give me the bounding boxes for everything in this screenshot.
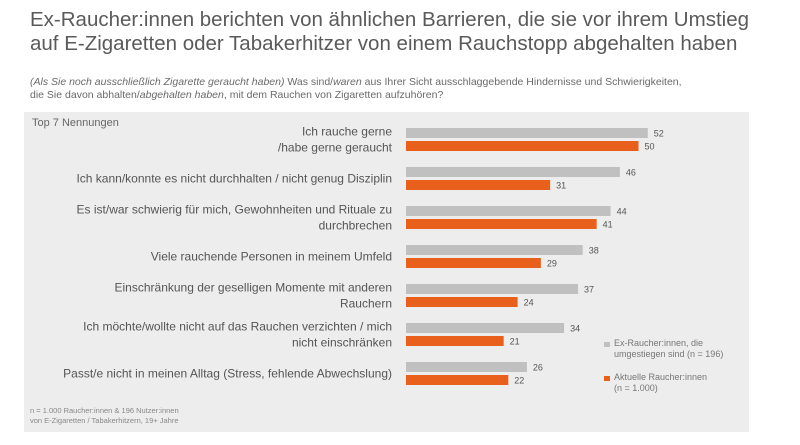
category-label-4-line1: Viele rauchende Personen in meinem Umfel… — [151, 250, 392, 264]
bar-ex-smokers-6 — [406, 323, 565, 333]
legend-series1-line2: umgestiegen sind (n = 196) — [614, 349, 724, 359]
footnote: n = 1.000 Raucher:innen & 196 Nutzer:inn… — [30, 406, 179, 426]
survey-question: (Als Sie noch ausschließlich Zigarette g… — [30, 76, 780, 102]
bar-ex-smokers-4 — [406, 245, 583, 255]
category-label-5-line1: Einschränkung der geselligen Momente mit… — [115, 281, 393, 295]
data-label-current-smokers-6: 21 — [510, 337, 520, 347]
data-label-ex-smokers-4: 38 — [589, 246, 599, 256]
data-label-current-smokers-4: 29 — [547, 259, 557, 269]
bar-ex-smokers-2 — [406, 167, 620, 177]
footnote-line1: n = 1.000 Raucher:innen & 196 Nutzer:inn… — [30, 406, 179, 415]
category-label-2-line1: Ich kann/konnte es nicht durchhalten / n… — [76, 172, 392, 186]
category-label-7-line1: Passt/e nicht in meinen Alltag (Stress, … — [63, 367, 392, 381]
question-part5: die Sie davon abhalten/ — [30, 89, 140, 101]
question-part1: (Als Sie noch ausschließlich Zigarette g… — [30, 76, 285, 88]
category-label-6-line2: nicht einschränken — [292, 336, 392, 350]
category-label-1-line2: /habe gerne geraucht — [278, 141, 393, 155]
question-part2: Was sind/ — [284, 76, 334, 88]
panel-label: Top 7 Nennungen — [32, 117, 119, 129]
question-part4: aus Ihrer Sicht ausschlaggebende Hindern… — [361, 76, 682, 88]
bar-current-smokers-4 — [406, 258, 541, 268]
chart-title-line1: Ex-Raucher:innen berichten von ähnlichen… — [30, 8, 749, 31]
data-label-ex-smokers-1: 52 — [654, 129, 664, 139]
question-part6: abgehalten haben — [139, 89, 224, 101]
legend-series2-line2: (n = 1.000) — [614, 383, 658, 393]
legend-label-series1: Ex-Raucher:innen, die umgestiegen sind (… — [614, 338, 723, 360]
category-label-5-line2: Rauchern — [340, 297, 392, 311]
category-label-3-line2: durchbrechen — [319, 219, 392, 233]
chart-title-line2: auf E-Zigaretten oder Tabakerhitzer von … — [30, 32, 738, 55]
bar-current-smokers-3 — [406, 219, 597, 229]
chart-panel — [24, 112, 749, 432]
category-label-6-line1: Ich möchte/wollte nicht auf das Rauchen … — [83, 320, 392, 334]
data-label-ex-smokers-2: 46 — [626, 168, 636, 178]
question-part3: waren — [333, 76, 362, 88]
data-label-current-smokers-5: 24 — [524, 298, 534, 308]
category-label-3-line1: Es ist/war schwierig für mich, Gewohnhei… — [77, 203, 392, 217]
legend-label-series2: Aktuelle Raucher:innen (n = 1.000) — [614, 372, 707, 394]
data-label-ex-smokers-5: 37 — [584, 285, 594, 295]
data-label-current-smokers-1: 50 — [645, 142, 655, 152]
data-label-current-smokers-3: 41 — [603, 220, 613, 230]
legend-swatch-series1 — [604, 342, 610, 347]
legend-series2-line1: Aktuelle Raucher:innen — [614, 372, 708, 382]
question-part7: , mit dem Rauchen von Zigaretten aufzuhö… — [223, 89, 444, 101]
bar-ex-smokers-1 — [406, 128, 648, 138]
bar-current-smokers-1 — [406, 141, 639, 151]
chart-title: Ex-Raucher:innen berichten von ähnlichen… — [30, 8, 770, 56]
legend-series1-line1: Ex-Raucher:innen, die — [614, 338, 704, 348]
bar-current-smokers-7 — [406, 375, 509, 385]
bar-current-smokers-2 — [406, 180, 551, 190]
data-label-current-smokers-2: 31 — [556, 181, 566, 191]
data-label-current-smokers-7: 22 — [514, 376, 524, 386]
bar-current-smokers-5 — [406, 297, 518, 307]
legend-swatch-series2 — [604, 376, 610, 381]
category-label-1-line1: Ich rauche gerne — [302, 125, 392, 139]
data-label-ex-smokers-6: 34 — [570, 324, 580, 334]
bar-current-smokers-6 — [406, 336, 504, 346]
footnote-line2: von E-Zigaretten / Tabakerhitzern, 19+ J… — [30, 416, 179, 425]
data-label-ex-smokers-3: 44 — [617, 207, 627, 217]
bar-ex-smokers-3 — [406, 206, 611, 216]
bar-ex-smokers-5 — [406, 284, 579, 294]
data-label-ex-smokers-7: 26 — [533, 363, 543, 373]
bar-ex-smokers-7 — [406, 362, 527, 372]
